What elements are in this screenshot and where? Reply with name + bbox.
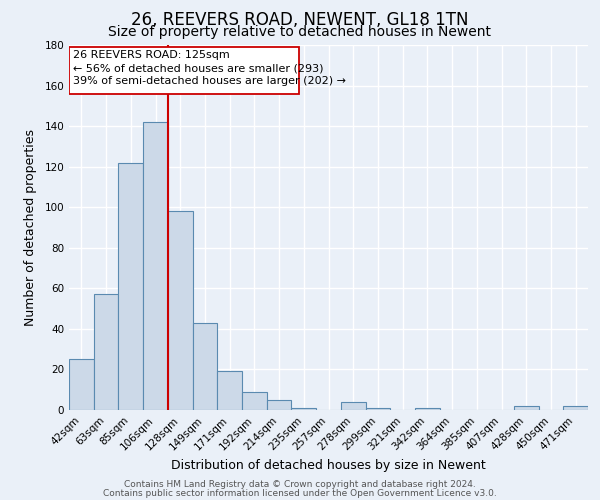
Bar [292,408,316,410]
Bar [217,372,242,410]
Bar [514,406,539,410]
Bar [69,360,94,410]
Bar [193,323,217,410]
FancyBboxPatch shape [70,47,299,94]
Text: 26 REEVERS ROAD: 125sqm: 26 REEVERS ROAD: 125sqm [73,50,230,60]
Text: 26, REEVERS ROAD, NEWENT, GL18 1TN: 26, REEVERS ROAD, NEWENT, GL18 1TN [131,11,469,29]
Bar [563,406,588,410]
Text: Contains HM Land Registry data © Crown copyright and database right 2024.: Contains HM Land Registry data © Crown c… [124,480,476,489]
Text: 39% of semi-detached houses are larger (202) →: 39% of semi-detached houses are larger (… [73,76,346,86]
Bar [242,392,267,410]
Bar [143,122,168,410]
Bar [168,212,193,410]
Bar [94,294,118,410]
Bar [415,408,440,410]
Text: ← 56% of detached houses are smaller (293): ← 56% of detached houses are smaller (29… [73,63,324,73]
Bar [341,402,365,410]
Y-axis label: Number of detached properties: Number of detached properties [25,129,37,326]
Bar [365,408,390,410]
Bar [118,162,143,410]
Bar [267,400,292,410]
Text: Contains public sector information licensed under the Open Government Licence v3: Contains public sector information licen… [103,488,497,498]
X-axis label: Distribution of detached houses by size in Newent: Distribution of detached houses by size … [171,458,486,471]
Text: Size of property relative to detached houses in Newent: Size of property relative to detached ho… [109,25,491,39]
